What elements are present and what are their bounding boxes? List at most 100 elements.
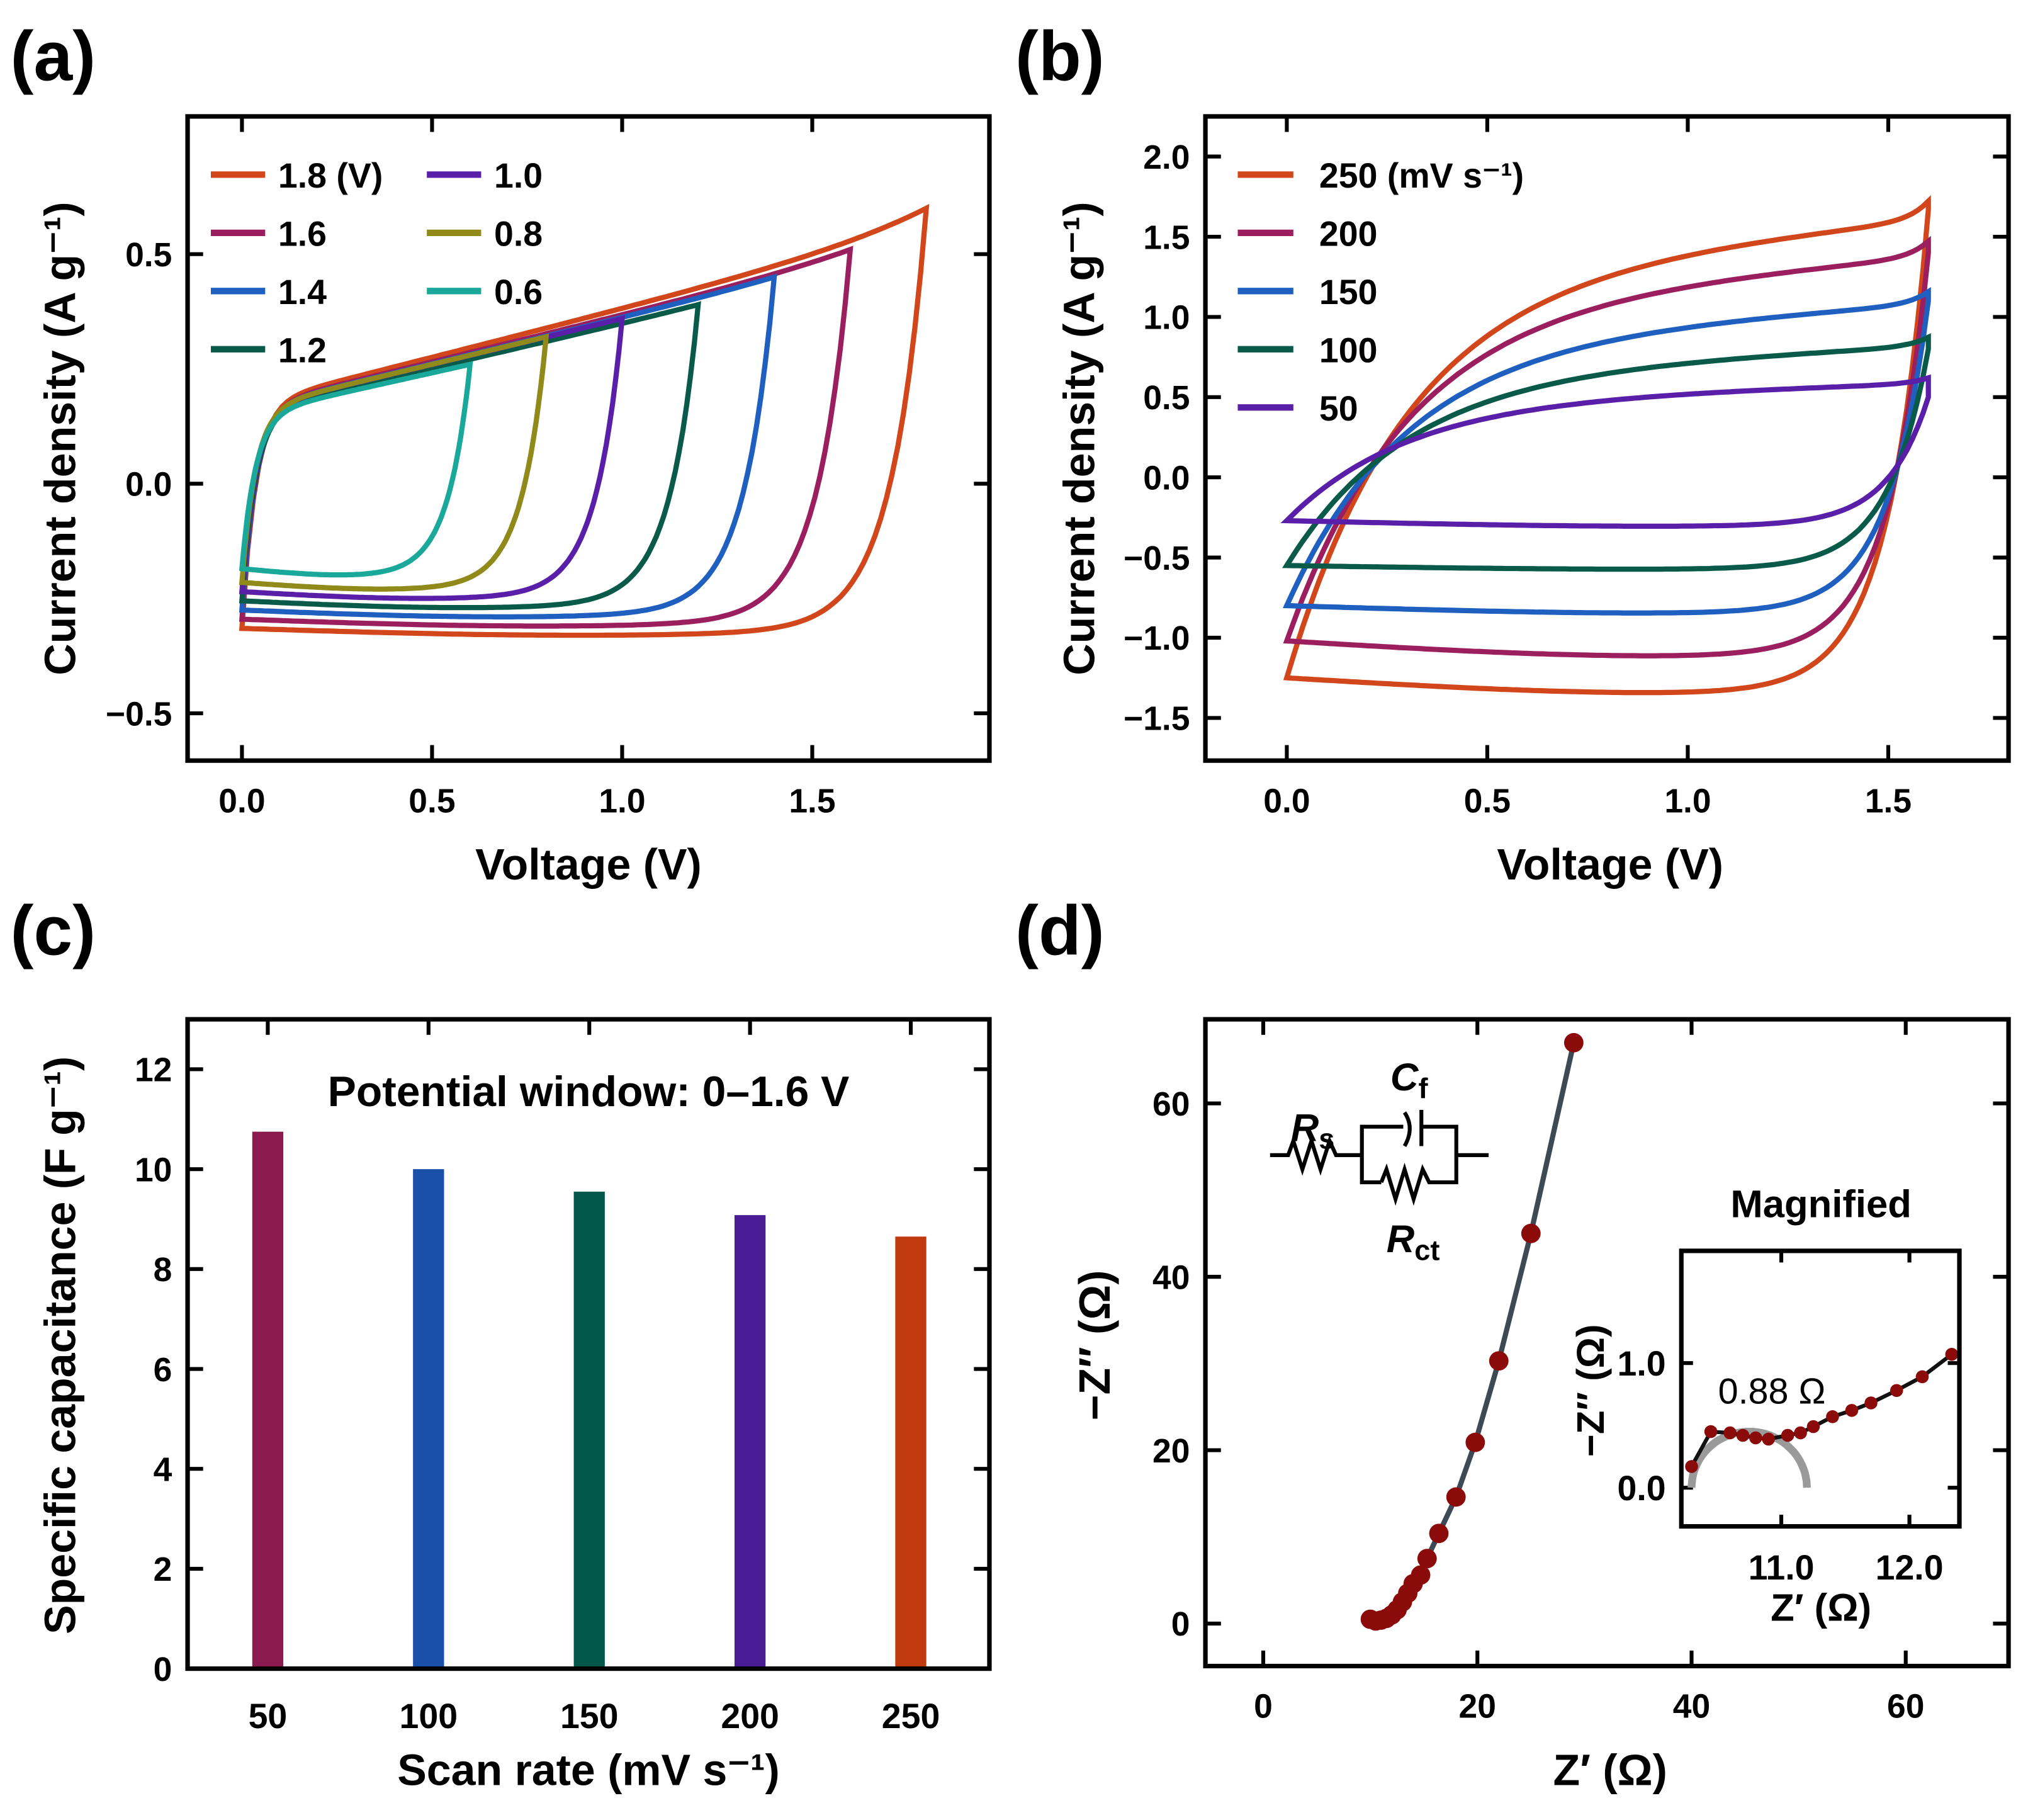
b-series-250 (1283, 195, 1931, 696)
d-axes-frame (1203, 1017, 2011, 1669)
b-ytick-label: −0.5 (1124, 540, 1190, 577)
d-ytick-label: 0 (1171, 1606, 1190, 1643)
cf-symbol: C (1390, 1056, 1419, 1099)
d-ytick-label: 40 (1152, 1259, 1190, 1296)
b-legend-label: 200 (1319, 214, 1378, 253)
a-ytick-label: −0.5 (106, 696, 172, 733)
a-series-0.8 (239, 333, 549, 592)
d-data-point (1446, 1487, 1466, 1507)
b-xtick-label: 1.0 (1664, 783, 1711, 820)
a-ytick-label: 0.0 (125, 466, 172, 504)
a-ytick-label: 0.5 (125, 237, 172, 274)
c-ytick-label: 8 (154, 1252, 172, 1289)
d-ytick-label: 60 (1152, 1086, 1190, 1123)
a-axes-frame (185, 114, 992, 763)
inset-xtick-label: 11.0 (1749, 1548, 1815, 1587)
c-xlabel: Scan rate (mV s⁻¹) (397, 1746, 780, 1795)
c-annotation: Potential window: 0–1.6 V (328, 1068, 850, 1116)
c-ytick-label: 2 (154, 1551, 172, 1588)
b-ylabel: Current density (A g⁻¹) (1054, 201, 1103, 675)
inset-data-point (1864, 1396, 1878, 1410)
b-ytick-label: −1.5 (1124, 701, 1190, 738)
inset-ylabel: −Z″ (Ω) (1569, 1324, 1613, 1457)
b-ytick-label: 2.0 (1143, 139, 1190, 176)
inset-ytick-label: 0.0 (1617, 1469, 1665, 1508)
panel-label-b: (b) (1015, 17, 1105, 95)
inset-data-point (1915, 1370, 1929, 1384)
a-legend-label: 1.8 (V) (278, 156, 383, 195)
d-data-point (1489, 1351, 1509, 1371)
d-xtick-label: 40 (1673, 1688, 1710, 1726)
inset-xlabel: Z′ (Ω) (1771, 1586, 1871, 1630)
b-axes-frame (1203, 114, 2011, 763)
b-ytick-label: −1.0 (1124, 620, 1190, 657)
d-ylabel: −Z″ (Ω) (1070, 1270, 1119, 1420)
rct-subscript: ct (1414, 1234, 1439, 1266)
c-xtick-label: 250 (882, 1697, 940, 1736)
b-xlabel: Voltage (V) (1497, 840, 1723, 889)
circuit-box-left (1360, 1124, 1404, 1185)
a-legend-label: 1.4 (278, 273, 327, 312)
inset-data-point (1704, 1425, 1718, 1438)
c-ytick-label: 12 (135, 1052, 172, 1089)
d-data-point (1429, 1523, 1449, 1544)
inset-data-point (1890, 1384, 1903, 1397)
rs-label: Rs (1291, 1106, 1335, 1155)
inset-data-point (1723, 1426, 1737, 1440)
rct-resistor (1379, 1124, 1458, 1206)
a-legend-label: 1.0 (494, 156, 543, 195)
a-series-1.2 (239, 301, 701, 611)
equivalent-circuit (1270, 1109, 1489, 1206)
panel-label-a: (a) (11, 17, 96, 95)
a-xlabel: Voltage (V) (475, 840, 702, 889)
a-series-1.6 (239, 246, 853, 629)
d-ytick-label: 20 (1152, 1433, 1190, 1470)
b-ytick-label: 1.5 (1143, 219, 1190, 256)
a-legend-label: 0.8 (494, 214, 543, 253)
panel-label-d: (d) (1015, 891, 1105, 969)
a-xtick-label: 1.0 (599, 783, 645, 820)
c-bar-150 (573, 1191, 605, 1669)
d-data-point (1411, 1565, 1431, 1585)
c-xtick-label: 200 (721, 1697, 779, 1736)
d-data-point (1521, 1223, 1541, 1243)
c-xtick-label: 150 (560, 1697, 619, 1736)
c-ylabel: Specific capacitance (F g⁻¹) (35, 1056, 84, 1634)
b-ytick-label: 0.0 (1143, 460, 1190, 497)
a-xtick-label: 1.5 (789, 783, 835, 820)
d-xtick-label: 0 (1254, 1688, 1273, 1726)
d-data-point (1417, 1549, 1437, 1569)
inset-annotation: 0.88 Ω (1718, 1371, 1826, 1411)
inset-data-point (1794, 1426, 1807, 1440)
inset-axes-frame (1679, 1248, 1962, 1529)
inset-data-point (1749, 1431, 1762, 1445)
cf-subscript: f (1418, 1072, 1428, 1104)
a-xtick-label: 0.5 (408, 783, 455, 820)
d-data-point (1563, 1032, 1584, 1053)
c-bar-100 (413, 1169, 444, 1669)
b-xtick-label: 0.5 (1464, 783, 1511, 820)
c-ytick-label: 0 (154, 1651, 172, 1688)
panel-label-c: (c) (11, 891, 96, 969)
d-fit-line (1411, 1042, 1577, 1586)
inset-data-point (1945, 1348, 1959, 1361)
a-xtick-label: 0.0 (218, 783, 265, 820)
b-legend-label: 150 (1319, 273, 1378, 312)
a-series-1.8 (239, 203, 930, 638)
inset-ytick-label: 1.0 (1617, 1344, 1665, 1383)
b-legend-label: 250 (mV s⁻¹) (1319, 156, 1524, 195)
c-ytick-label: 10 (135, 1151, 172, 1189)
c-xtick-label: 50 (249, 1697, 288, 1736)
rs-subscript: s (1319, 1123, 1334, 1155)
b-series-200 (1283, 235, 1931, 658)
inset-data-point (1826, 1410, 1839, 1423)
d-xtick-label: 20 (1459, 1688, 1496, 1726)
rct-symbol: R (1387, 1218, 1415, 1261)
c-bar-200 (734, 1215, 766, 1669)
b-xtick-label: 0.0 (1263, 783, 1310, 820)
cf-capacitor (1402, 1109, 1424, 1148)
a-legend-label: 1.6 (278, 214, 327, 253)
a-ylabel: Current density (A g⁻¹) (35, 201, 84, 675)
d-data-point (1465, 1432, 1485, 1452)
